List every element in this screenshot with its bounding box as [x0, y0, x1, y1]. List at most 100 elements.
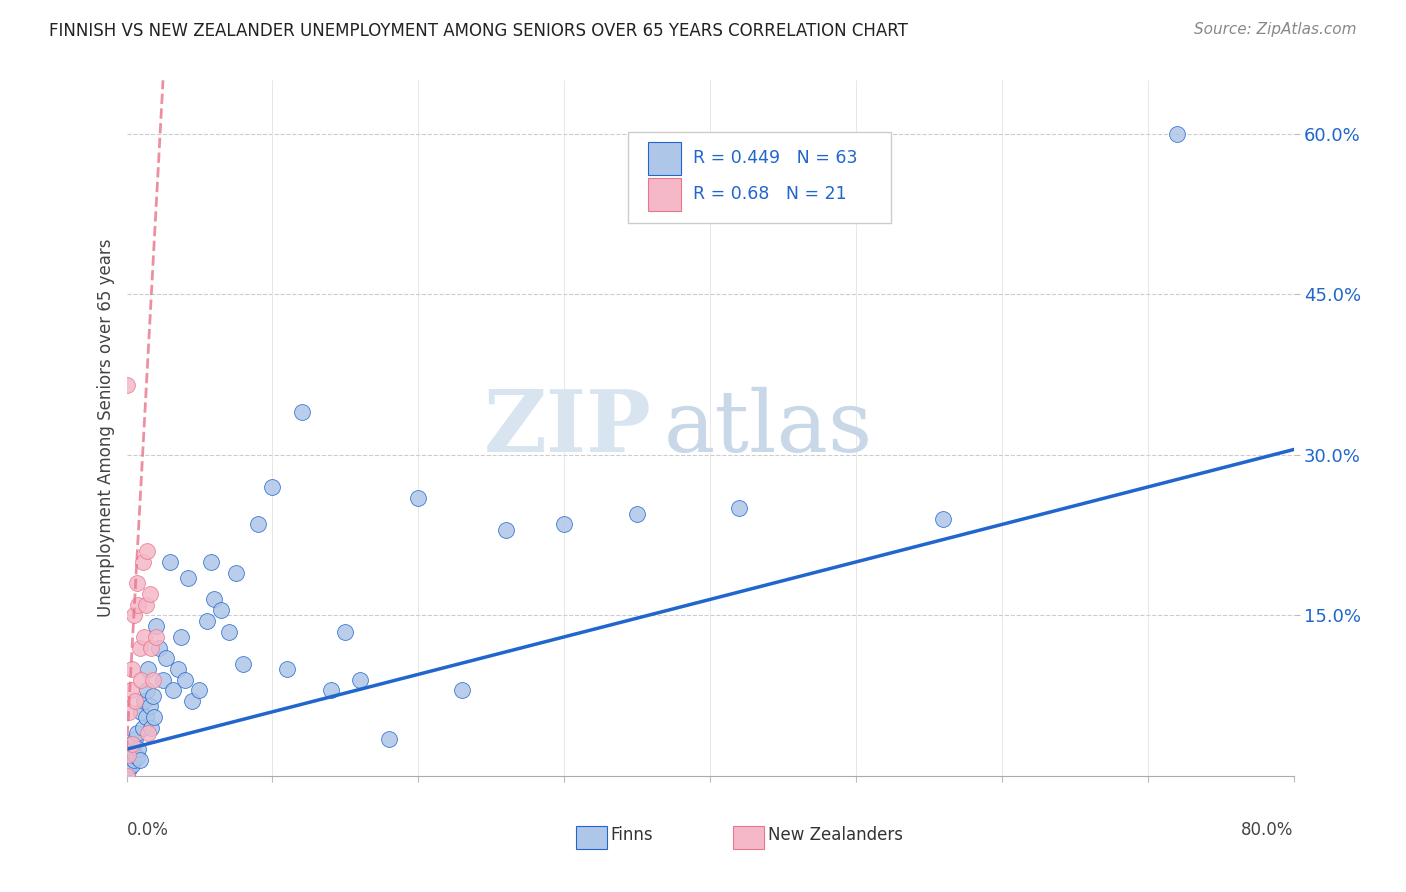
Point [349, 673, 371, 687]
Point [117, 747, 139, 762]
Point [202, 592, 225, 607]
Point [136, 544, 159, 558]
Point [200, 555, 222, 569]
Point [162, 683, 184, 698]
Point [134, 710, 156, 724]
Point [127, 742, 149, 756]
Point [122, 753, 145, 767]
Point [121, 746, 143, 760]
Point [141, 721, 163, 735]
Point [262, 480, 284, 494]
Point [218, 624, 240, 639]
Text: Source: ZipAtlas.com: Source: ZipAtlas.com [1194, 22, 1357, 37]
Point [139, 587, 162, 601]
Point [195, 614, 218, 628]
Point [142, 689, 165, 703]
Point [125, 749, 148, 764]
Text: R = 0.68   N = 21: R = 0.68 N = 21 [693, 186, 846, 203]
Point [276, 662, 298, 676]
Point [166, 662, 188, 676]
Point [728, 501, 751, 516]
Point [626, 507, 648, 521]
Point [174, 673, 197, 687]
Point [408, 491, 430, 505]
Point [335, 624, 357, 639]
Point [118, 705, 141, 719]
Point [120, 683, 142, 698]
Point [932, 512, 955, 526]
Point [122, 737, 145, 751]
Point [181, 694, 204, 708]
Point [136, 683, 159, 698]
Point [378, 731, 401, 746]
Point [1166, 127, 1188, 141]
Point [127, 598, 149, 612]
Text: FINNISH VS NEW ZEALANDER UNEMPLOYMENT AMONG SENIORS OVER 65 YEARS CORRELATION CH: FINNISH VS NEW ZEALANDER UNEMPLOYMENT AM… [49, 22, 908, 40]
Point [138, 726, 160, 740]
Point [142, 673, 165, 687]
Point [232, 657, 254, 671]
Point [319, 683, 342, 698]
Text: 0.0%: 0.0% [127, 822, 169, 839]
Point [169, 630, 191, 644]
Point [125, 576, 148, 591]
Bar [576, 826, 606, 849]
Point [145, 619, 167, 633]
Text: ZIP: ZIP [484, 386, 652, 470]
Bar [648, 178, 681, 211]
Point [121, 737, 143, 751]
Point [131, 555, 153, 569]
Point [118, 753, 141, 767]
Point [125, 726, 148, 740]
Point [188, 683, 211, 698]
Point [117, 764, 139, 778]
Point [128, 640, 150, 655]
Point [131, 721, 153, 735]
Point [134, 598, 156, 612]
Point [553, 517, 575, 532]
Point [159, 555, 181, 569]
Point [115, 769, 138, 783]
Point [155, 651, 177, 665]
Text: Finns: Finns [610, 826, 654, 844]
Point [117, 758, 139, 772]
Point [132, 694, 155, 708]
Point [129, 673, 152, 687]
Bar [648, 142, 681, 175]
Point [145, 630, 167, 644]
Point [495, 523, 517, 537]
Point [138, 662, 160, 676]
Text: 80.0%: 80.0% [1241, 822, 1294, 839]
Point [129, 705, 152, 719]
Y-axis label: Unemployment Among Seniors over 65 years: Unemployment Among Seniors over 65 years [97, 239, 115, 617]
Point [121, 758, 143, 772]
Bar [734, 826, 765, 849]
Point [246, 517, 269, 532]
Point [152, 673, 174, 687]
Point [124, 694, 146, 708]
Point [118, 747, 141, 762]
Point [120, 756, 142, 771]
Point [141, 640, 163, 655]
Point [120, 749, 142, 764]
Point [122, 608, 145, 623]
Point [148, 640, 170, 655]
Point [121, 662, 143, 676]
Point [132, 630, 155, 644]
Point [118, 760, 141, 774]
Point [124, 747, 146, 762]
Point [290, 405, 312, 419]
Point [209, 603, 232, 617]
Point [120, 742, 142, 756]
Point [128, 753, 150, 767]
Text: atlas: atlas [664, 386, 873, 470]
Text: R = 0.449   N = 63: R = 0.449 N = 63 [693, 149, 858, 167]
Point [451, 683, 474, 698]
Point [143, 710, 166, 724]
Point [139, 699, 162, 714]
Point [115, 378, 138, 392]
Text: New Zealanders: New Zealanders [768, 826, 904, 844]
Point [177, 571, 200, 585]
Point [124, 731, 146, 746]
FancyBboxPatch shape [628, 132, 891, 223]
